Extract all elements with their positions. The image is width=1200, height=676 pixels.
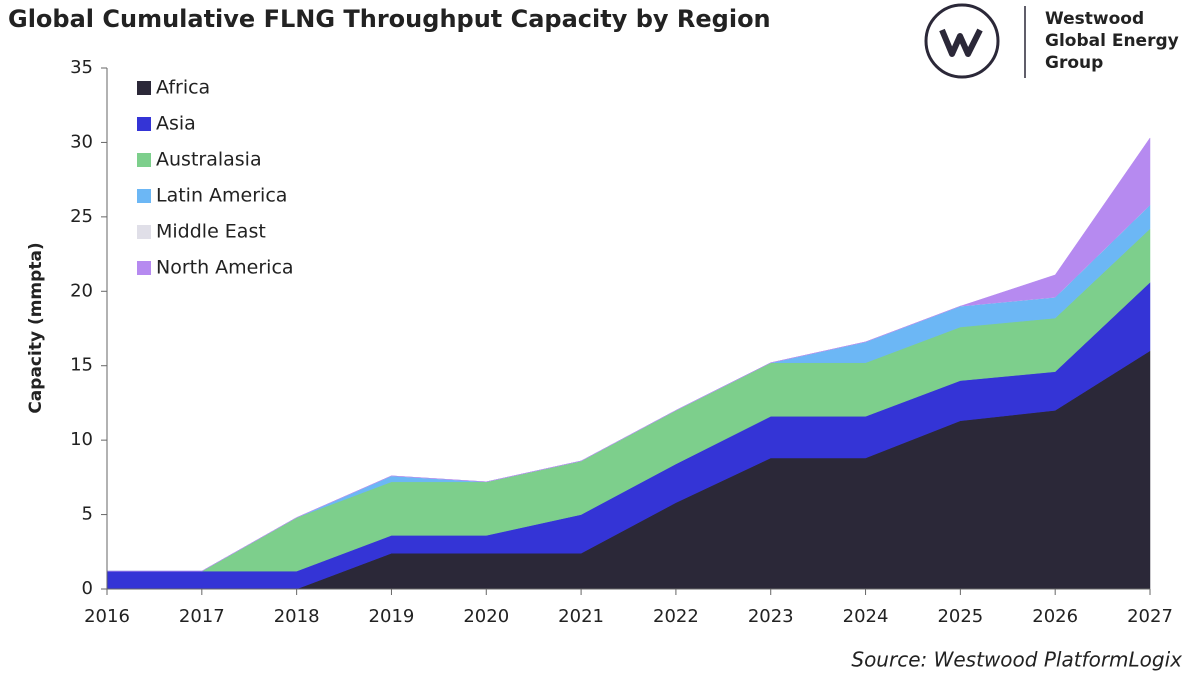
legend-swatch (137, 261, 151, 275)
legend-label: Australasia (156, 149, 262, 171)
legend-swatch (137, 81, 151, 95)
brand-line: Westwood (1045, 9, 1144, 29)
legend-label: Middle East (156, 221, 266, 243)
x-tick-label: 2019 (369, 606, 415, 627)
legend-swatch (137, 153, 151, 167)
y-tick-label: 30 (70, 131, 93, 152)
legend-swatch (137, 225, 151, 239)
x-tick-label: 2020 (463, 606, 509, 627)
x-tick-label: 2017 (179, 606, 225, 627)
x-tick-label: 2023 (748, 606, 794, 627)
logo-ring (924, 3, 1000, 79)
x-tick-label: 2026 (1032, 606, 1078, 627)
x-tick-label: 2025 (937, 606, 983, 627)
area (107, 137, 1151, 572)
x-tick-label: 2018 (274, 606, 320, 627)
x-tick-label: 2016 (84, 606, 130, 627)
y-tick-label: 0 (82, 578, 93, 599)
x-tick-label: 2021 (558, 606, 604, 627)
legend-label: Latin America (156, 185, 287, 207)
y-axis-label: Capacity (mmpta) (26, 242, 46, 413)
legend-label: North America (156, 257, 294, 279)
y-tick-label: 10 (70, 429, 93, 450)
legend-label: Africa (156, 77, 210, 99)
x-tick-label: 2022 (653, 606, 699, 627)
y-tick-label: 20 (70, 280, 93, 301)
chart-title: Global Cumulative FLNG Throughput Capaci… (8, 5, 771, 33)
y-tick-label: 5 (82, 504, 93, 525)
legend-swatch (137, 117, 151, 131)
source-note: Source: Westwood PlatformLogix (851, 648, 1182, 672)
y-tick-label: 35 (70, 57, 93, 78)
y-tick-label: 25 (70, 206, 93, 227)
logo-mark (939, 28, 983, 57)
legend-label: Asia (156, 113, 196, 135)
brand-line: Global Energy (1045, 31, 1179, 51)
brand-line: Group (1045, 53, 1103, 73)
y-tick-label: 15 (70, 355, 93, 376)
x-tick-label: 2027 (1127, 606, 1173, 627)
x-tick-label: 2024 (843, 606, 889, 627)
legend-swatch (137, 189, 151, 203)
